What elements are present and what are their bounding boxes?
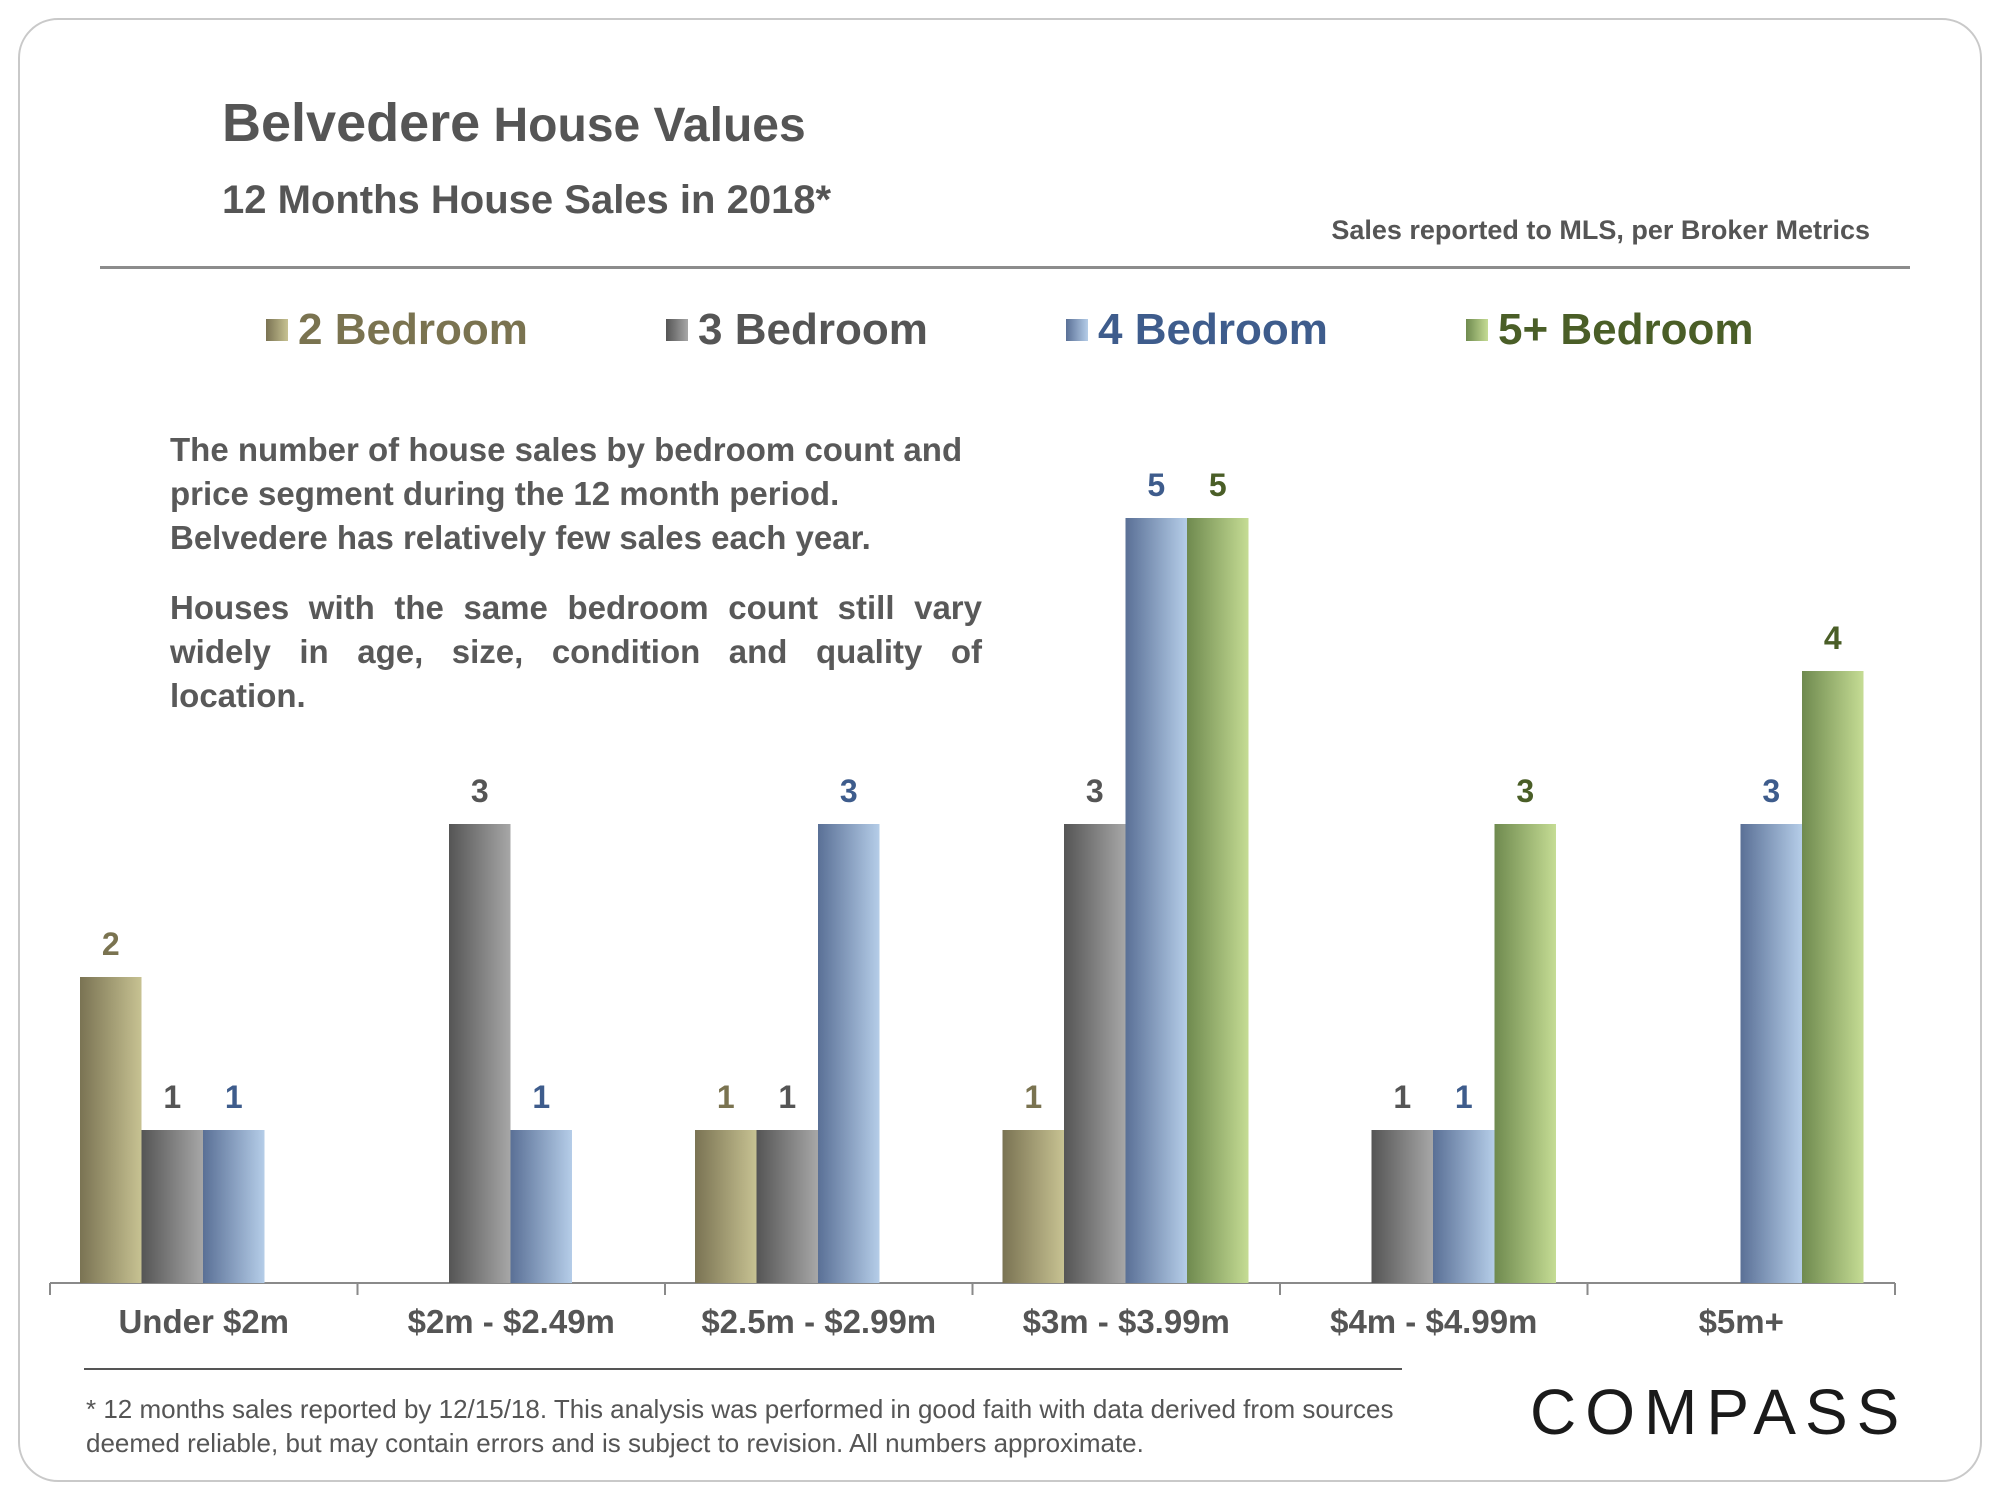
legend-swatch-5-bedroom — [1466, 319, 1488, 341]
bar — [756, 1130, 818, 1283]
data-label: 3 — [1516, 773, 1534, 809]
legend-swatch-4-bedroom — [1066, 319, 1088, 341]
bar — [1740, 824, 1802, 1283]
x-tick-label: $2m - $2.49m — [408, 1303, 615, 1340]
bar — [203, 1130, 265, 1283]
chart-legend: 2 Bedroom 3 Bedroom 4 Bedroom 5+ Bedroom — [0, 305, 2000, 365]
bar — [1125, 518, 1187, 1283]
page-title: Belvedere House Values — [222, 92, 806, 154]
data-label: 1 — [532, 1079, 550, 1115]
bar — [1002, 1130, 1064, 1283]
bar — [141, 1130, 203, 1283]
description-paragraph-1: The number of house sales by bedroom cou… — [170, 431, 963, 556]
x-tick-label: $3m - $3.99m — [1023, 1303, 1230, 1340]
x-tick-label: $4m - $4.99m — [1330, 1303, 1537, 1340]
x-tick-label: Under $2m — [118, 1303, 289, 1340]
legend-label-5-bedroom: 5+ Bedroom — [1498, 305, 1754, 354]
bar — [510, 1130, 572, 1283]
data-label: 5 — [1147, 467, 1165, 503]
footer-divider — [84, 1368, 1402, 1370]
bar — [449, 824, 511, 1283]
chart-description: The number of house sales by bedroom cou… — [170, 428, 982, 744]
bar — [80, 977, 142, 1283]
legend-label-3-bedroom: 3 Bedroom — [698, 305, 928, 354]
slide-frame — [18, 18, 1982, 1482]
bar — [1187, 518, 1249, 1283]
legend-swatch-3-bedroom — [666, 319, 688, 341]
data-label: 1 — [1393, 1079, 1411, 1115]
source-note: Sales reported to MLS, per Broker Metric… — [1331, 215, 1870, 245]
data-label: 1 — [1455, 1079, 1473, 1115]
legend-label-4-bedroom: 4 Bedroom — [1098, 305, 1328, 354]
data-label: 3 — [471, 773, 489, 809]
data-label: 2 — [102, 926, 120, 962]
title-city: Belvedere — [222, 93, 481, 153]
x-tick-label: $5m+ — [1699, 1303, 1784, 1340]
legend-label-2-bedroom: 2 Bedroom — [298, 305, 528, 354]
data-label: 1 — [225, 1079, 243, 1115]
data-label: 1 — [778, 1079, 796, 1115]
data-label: 1 — [1024, 1079, 1042, 1115]
data-label: 1 — [163, 1079, 181, 1115]
description-paragraph-2: Houses with the same bedroom count still… — [170, 589, 982, 714]
header-divider — [100, 266, 1910, 269]
legend-item-2-bedroom: 2 Bedroom — [266, 305, 528, 355]
bar — [1802, 671, 1864, 1283]
page-subtitle: 12 Months House Sales in 2018* — [222, 178, 832, 222]
compass-logo: COMPASS — [1530, 1376, 1909, 1448]
data-label: 1 — [717, 1079, 735, 1115]
footnote: * 12 months sales reported by 12/15/18. … — [86, 1394, 1394, 1458]
data-label: 3 — [1086, 773, 1104, 809]
data-label: 4 — [1824, 620, 1842, 656]
bar — [1433, 1130, 1495, 1283]
x-tick-label: $2.5m - $2.99m — [701, 1303, 936, 1340]
legend-swatch-2-bedroom — [266, 319, 288, 341]
bar — [1064, 824, 1126, 1283]
bar — [695, 1130, 757, 1283]
bar — [1371, 1130, 1433, 1283]
data-label: 3 — [840, 773, 858, 809]
bar — [818, 824, 880, 1283]
data-label: 3 — [1762, 773, 1780, 809]
legend-item-5-bedroom: 5+ Bedroom — [1466, 305, 1754, 355]
title-rest: House Values — [480, 99, 806, 152]
bar — [1494, 824, 1556, 1283]
data-label: 5 — [1209, 467, 1227, 503]
legend-item-3-bedroom: 3 Bedroom — [666, 305, 928, 355]
legend-item-4-bedroom: 4 Bedroom — [1066, 305, 1328, 355]
